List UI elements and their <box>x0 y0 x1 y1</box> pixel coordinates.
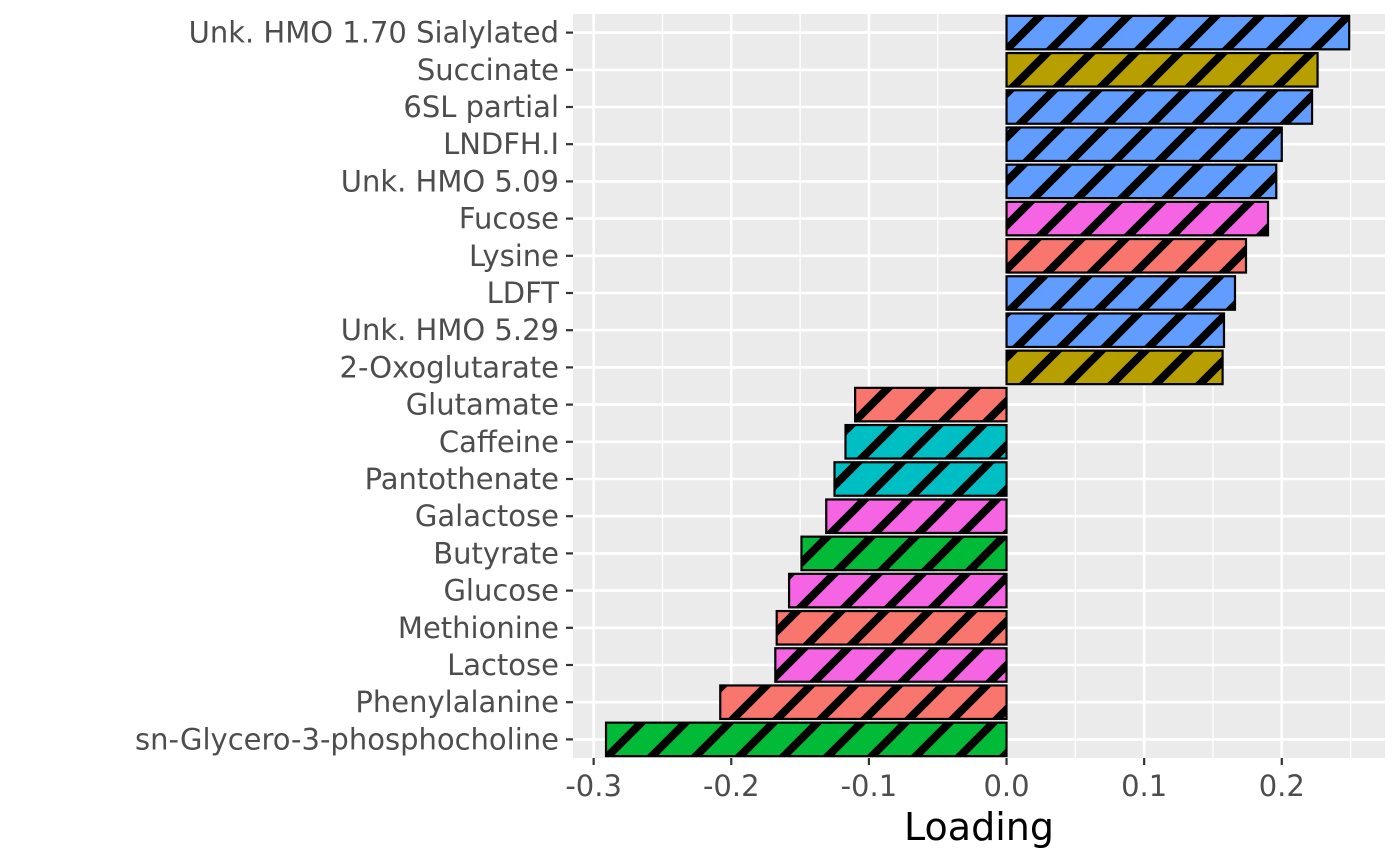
y-tick-label: Lysine <box>469 239 559 273</box>
bar-pattern <box>1005 312 1226 349</box>
x-tick-label: 0.1 <box>1121 769 1167 803</box>
bar-pattern <box>1005 200 1270 237</box>
bar <box>844 423 1008 460</box>
y-tick-label: Succinate <box>417 53 559 87</box>
bar <box>719 684 1008 721</box>
bar <box>1005 200 1270 237</box>
bar <box>833 461 1008 497</box>
bar-pattern <box>775 609 1008 646</box>
plot-panel <box>573 14 1385 758</box>
bar-pattern <box>787 572 1008 609</box>
x-axis-title: Loading <box>904 805 1054 849</box>
bar <box>604 721 1008 758</box>
bar <box>825 498 1008 535</box>
x-tick-label: -0.3 <box>565 769 622 803</box>
x-tick-label: 0.2 <box>1259 769 1305 803</box>
bar-pattern <box>1005 51 1319 88</box>
bar <box>1005 237 1248 274</box>
bar-pattern <box>1005 163 1278 200</box>
x-tick-label: -0.2 <box>703 769 760 803</box>
bar <box>1005 89 1314 125</box>
y-tick-label: sn-Glycero-3-phosphocholine <box>135 722 559 756</box>
y-tick-label: Unk. HMO 5.29 <box>341 313 559 347</box>
y-tick-label: Glutamate <box>406 388 559 422</box>
bar <box>1005 163 1278 200</box>
bar-pattern <box>1005 237 1248 274</box>
y-tick-label: 6SL partial <box>403 90 559 124</box>
bar <box>800 535 1008 572</box>
y-tick-label: Lactose <box>447 648 559 682</box>
bar <box>1005 275 1237 311</box>
bar-pattern <box>800 535 1008 572</box>
bar-pattern <box>833 461 1008 497</box>
bar <box>1005 312 1226 349</box>
y-tick-label: 2-Oxoglutarate <box>340 350 559 384</box>
y-tick-label: Unk. HMO 5.09 <box>341 164 559 198</box>
x-axis: -0.3 -0.2 -0.1 0.0 0.1 0.2 <box>565 758 1305 803</box>
bar-pattern <box>854 386 1008 423</box>
bar-pattern <box>1005 275 1237 311</box>
y-tick-label: LNDFH.I <box>443 127 559 161</box>
x-tick-label: -0.1 <box>841 769 898 803</box>
y-tick-label: Phenylalanine <box>355 685 559 719</box>
bar <box>1005 126 1283 163</box>
bar-pattern <box>1005 14 1351 51</box>
bar <box>774 647 1008 683</box>
bar-pattern <box>604 721 1008 758</box>
bar-pattern <box>1005 349 1224 386</box>
bar <box>1005 51 1319 88</box>
bar-pattern <box>719 684 1008 721</box>
bar <box>1005 14 1351 51</box>
bar-pattern <box>825 498 1008 535</box>
y-tick-label: Unk. HMO 1.70 Sialylated <box>189 16 559 50</box>
bar-pattern <box>774 647 1008 683</box>
bar <box>854 386 1008 423</box>
y-tick-label: Pantothenate <box>365 462 559 496</box>
y-tick-label: Glucose <box>443 574 559 608</box>
x-tick-label: 0.0 <box>983 769 1029 803</box>
bar <box>787 572 1008 609</box>
y-tick-label: Butyrate <box>433 536 559 570</box>
y-tick-label: LDFT <box>487 276 560 310</box>
y-tick-label: Methionine <box>398 611 559 645</box>
y-tick-label: Fucose <box>459 202 559 236</box>
bar-pattern <box>1005 89 1314 125</box>
bar <box>775 609 1008 646</box>
bar <box>1005 349 1224 386</box>
bar-pattern <box>1005 126 1283 163</box>
bar-pattern <box>844 423 1008 460</box>
y-tick-label: Galactose <box>415 499 559 533</box>
bars <box>604 14 1351 758</box>
y-tick-label: Caffeine <box>439 425 559 459</box>
